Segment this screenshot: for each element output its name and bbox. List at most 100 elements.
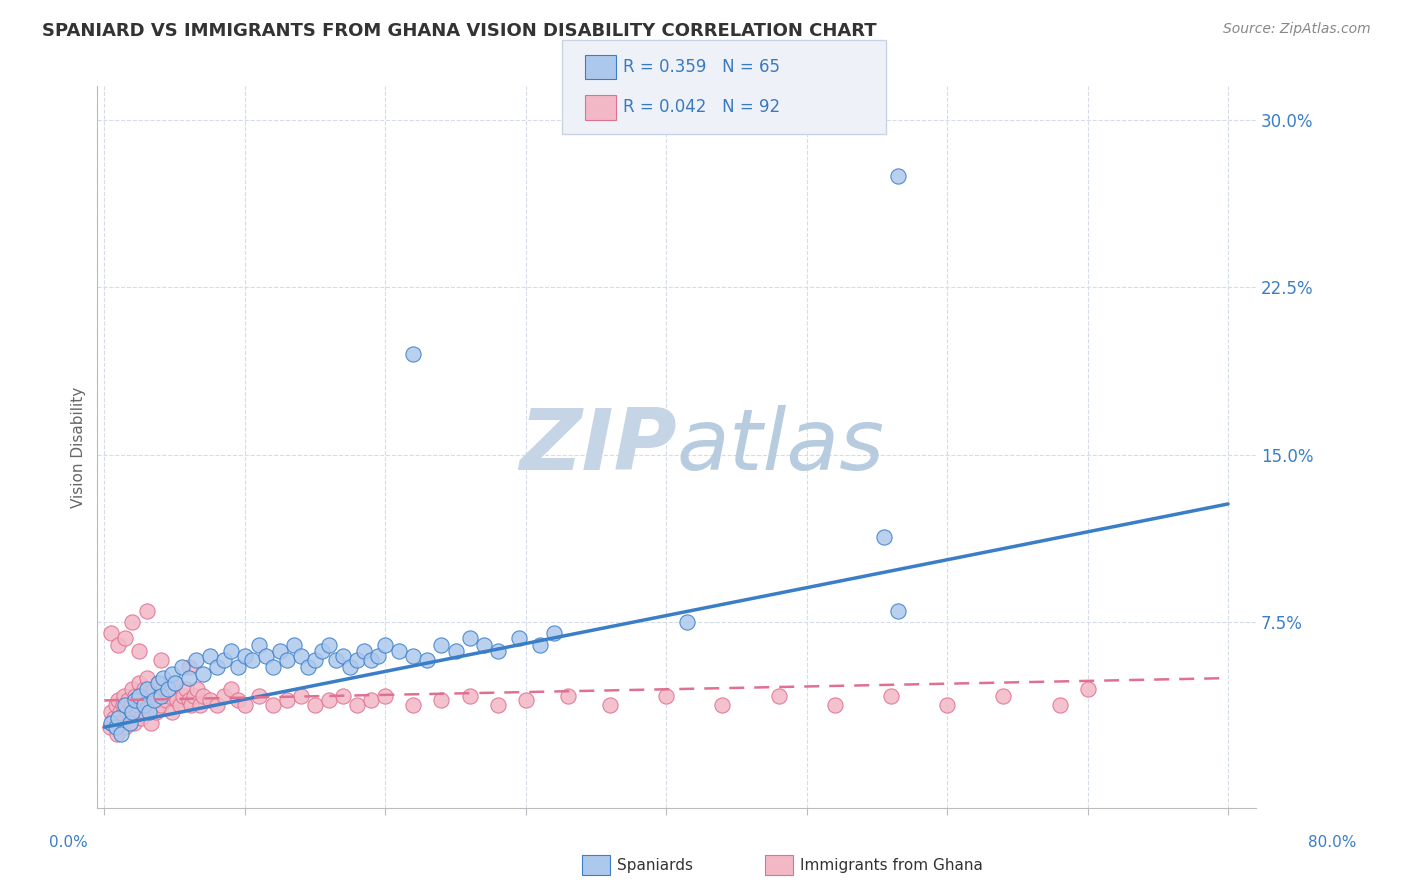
Point (402, 347, 425, 361)
Point (118, 715, 141, 730)
Point (711, 698, 734, 712)
Point (121, 615, 143, 630)
Point (543, 626, 565, 640)
Point (247, 638, 270, 652)
Point (170, 660, 193, 674)
Point (1077, 682, 1099, 697)
Point (198, 693, 221, 707)
Point (121, 705, 143, 719)
Point (515, 693, 537, 707)
Point (219, 682, 242, 697)
Point (402, 698, 425, 712)
Point (107, 693, 129, 707)
Point (332, 648, 354, 663)
Point (184, 653, 207, 667)
Point (172, 689, 194, 703)
Point (557, 689, 579, 703)
Point (283, 638, 305, 652)
Point (132, 698, 155, 712)
Point (346, 653, 368, 667)
Point (120, 698, 142, 712)
Point (114, 720, 136, 734)
Point (290, 689, 312, 703)
Point (325, 653, 347, 667)
Text: Immigrants from Ghana: Immigrants from Ghana (800, 858, 983, 872)
Point (124, 693, 146, 707)
Point (125, 705, 148, 719)
Point (128, 644, 150, 658)
Point (444, 644, 467, 658)
Point (247, 689, 270, 703)
Point (163, 675, 186, 690)
Point (290, 648, 312, 663)
Point (135, 604, 157, 618)
Point (177, 660, 200, 674)
Point (599, 698, 621, 712)
Point (135, 682, 157, 697)
Point (110, 727, 132, 741)
Point (160, 666, 183, 681)
Point (128, 675, 150, 690)
Point (768, 689, 790, 703)
Point (388, 644, 411, 658)
Point (105, 727, 128, 741)
Point (318, 693, 340, 707)
Point (118, 711, 141, 725)
Point (134, 705, 156, 719)
Point (676, 615, 699, 630)
Point (104, 698, 127, 712)
Point (152, 682, 174, 697)
Point (240, 653, 263, 667)
Point (139, 715, 162, 730)
Point (131, 693, 153, 707)
Point (111, 698, 134, 712)
Point (149, 689, 172, 703)
Point (145, 705, 167, 719)
Point (110, 715, 132, 730)
Text: Spaniards: Spaniards (617, 858, 693, 872)
Point (160, 705, 183, 719)
Point (1049, 698, 1071, 712)
Point (107, 638, 129, 652)
Point (212, 653, 235, 667)
Point (146, 689, 169, 703)
Point (353, 644, 375, 658)
Point (128, 689, 150, 703)
Point (887, 169, 910, 183)
Point (135, 671, 157, 685)
Point (304, 698, 326, 712)
Point (142, 693, 165, 707)
Text: 80.0%: 80.0% (1309, 836, 1357, 850)
Text: SPANIARD VS IMMIGRANTS FROM GHANA VISION DISABILITY CORRELATION CHART: SPANIARD VS IMMIGRANTS FROM GHANA VISION… (42, 22, 877, 40)
Point (149, 698, 172, 712)
Point (188, 698, 211, 712)
Point (873, 530, 896, 544)
Point (430, 638, 453, 652)
Point (127, 698, 149, 712)
Point (198, 648, 221, 663)
Point (174, 682, 197, 697)
Point (233, 648, 256, 663)
Point (219, 644, 242, 658)
Point (254, 648, 277, 663)
Point (402, 648, 425, 663)
Point (304, 653, 326, 667)
Y-axis label: Vision Disability: Vision Disability (72, 386, 86, 508)
Point (141, 698, 163, 712)
Point (98, 720, 121, 734)
Point (458, 689, 481, 703)
Point (121, 682, 143, 697)
Point (276, 653, 298, 667)
Point (169, 698, 191, 712)
Point (346, 698, 368, 712)
Point (114, 698, 136, 712)
Point (183, 689, 205, 703)
Point (104, 720, 127, 734)
Point (186, 682, 208, 697)
Text: ZIP: ZIP (519, 406, 676, 489)
Point (100, 626, 122, 640)
Point (107, 711, 129, 725)
Point (374, 638, 396, 652)
Point (115, 705, 138, 719)
Point (180, 698, 202, 712)
